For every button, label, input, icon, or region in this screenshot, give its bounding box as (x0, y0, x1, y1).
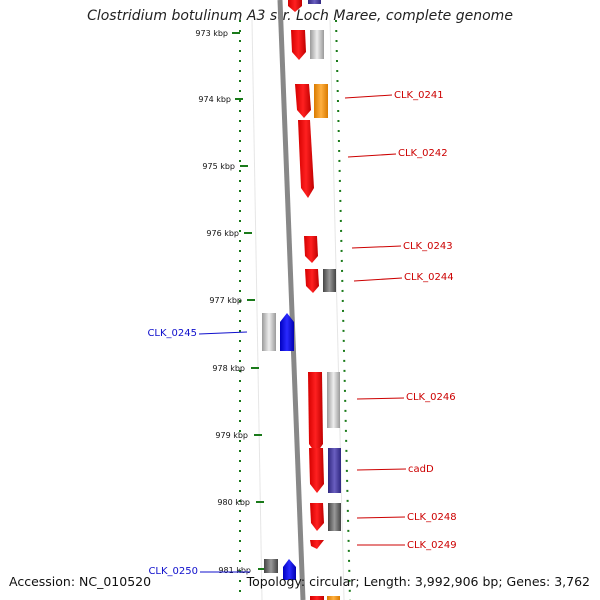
kbp-label: 979 kbp (215, 431, 248, 440)
cog-feature[interactable] (328, 448, 341, 493)
cog-feature[interactable] (308, 0, 321, 4)
minus-cds-feature[interactable] (283, 559, 296, 580)
plus-strand-cog (308, 0, 341, 600)
kbp-label: 977 kbp (209, 296, 242, 305)
cds-feature[interactable] (305, 269, 319, 293)
minus-strand-features (262, 313, 296, 580)
kbp-labels: 973 kbp 974 kbp 975 kbp 976 kbp 977 kbp … (195, 29, 251, 575)
cog-feature[interactable] (323, 269, 336, 292)
kbp-label: 980 kbp (217, 498, 250, 507)
kbp-label: 974 kbp (198, 95, 231, 104)
kbp-ticks (232, 32, 266, 570)
cds-feature[interactable] (310, 596, 324, 600)
accession-text: Accession: NC_010520 (9, 574, 152, 589)
cds-feature[interactable] (298, 120, 314, 198)
kbp-label: 978 kbp (212, 364, 245, 373)
cog-feature[interactable] (327, 596, 340, 600)
gene-label[interactable]: CLK_0241 (394, 90, 444, 101)
cds-feature[interactable] (308, 372, 323, 454)
cds-feature[interactable] (304, 236, 318, 263)
gene-label[interactable]: CLK_0245 (147, 328, 197, 339)
cog-feature[interactable] (310, 30, 324, 59)
track-guides (251, 19, 345, 600)
cds-feature[interactable] (310, 540, 324, 549)
cog-feature[interactable] (262, 313, 276, 351)
cog-feature[interactable] (328, 503, 341, 531)
cds-feature[interactable] (309, 448, 324, 493)
cds-feature[interactable] (310, 503, 324, 531)
cog-feature[interactable] (314, 84, 328, 118)
gene-label[interactable]: CLK_0244 (404, 272, 454, 283)
kbp-label: 981 kbp (218, 566, 251, 575)
map-title: Clostridium botulinum A3 str. Loch Maree… (87, 8, 513, 24)
cog-feature[interactable] (264, 559, 278, 573)
gene-label[interactable]: CLK_0249 (407, 540, 457, 551)
outer-tick-column (335, 19, 351, 600)
kbp-label: 973 kbp (195, 29, 228, 38)
genome-backbone (277, 0, 306, 600)
cog-feature[interactable] (327, 372, 340, 428)
kbp-label: 975 kbp (202, 162, 235, 171)
gene-labels: CLK_0241 CLK_0242 CLK_0243 CLK_0244 CLK_… (147, 90, 456, 577)
cds-feature[interactable] (295, 84, 311, 118)
gene-label[interactable]: CLK_0246 (406, 392, 456, 403)
gene-label[interactable]: CLK_0242 (398, 148, 448, 159)
gene-label[interactable]: cadD (408, 464, 434, 475)
cds-feature[interactable] (291, 30, 306, 60)
gene-label[interactable]: CLK_0248 (407, 512, 457, 523)
genome-summary-text: Topology: circular; Length: 3,992,906 bp… (246, 574, 590, 589)
minus-cds-feature[interactable] (280, 313, 294, 351)
kbp-label: 976 kbp (206, 229, 239, 238)
label-leader-lines (198, 94, 407, 573)
gene-label[interactable]: CLK_0243 (403, 241, 453, 252)
plus-strand-cds (288, 0, 324, 600)
cds-feature[interactable] (288, 0, 302, 12)
gene-label[interactable]: CLK_0250 (148, 566, 198, 577)
